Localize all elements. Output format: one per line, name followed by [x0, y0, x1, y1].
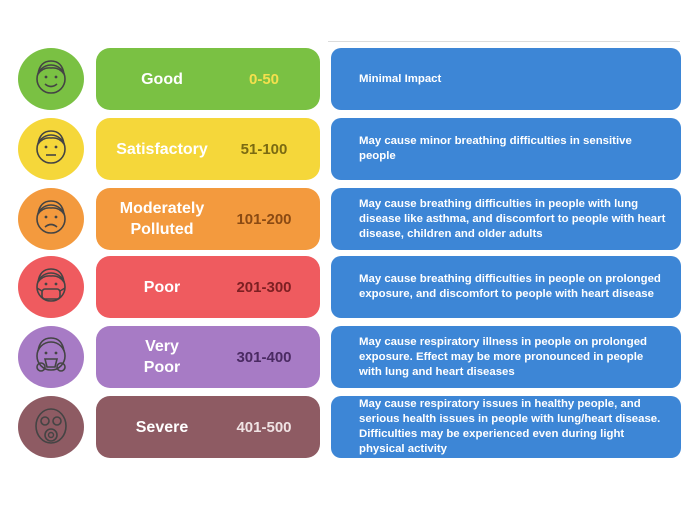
- aqi-row-moderately-polluted: Moderately Polluted 101-200 May cause br…: [0, 188, 700, 250]
- category-pill: Good 0-50: [96, 48, 320, 110]
- impact-description: May cause respiratory issues in healthy …: [331, 396, 681, 458]
- aqi-row-very-poor: Very Poor 301-400 May cause respiratory …: [0, 326, 700, 388]
- range-label: 51-100: [240, 140, 288, 158]
- category-pill: Severe 401-500: [96, 396, 320, 458]
- face-circle: [18, 118, 84, 180]
- category-label: Satisfactory: [116, 140, 208, 158]
- impact-description: Minimal Impact: [331, 48, 681, 110]
- face-circle: [18, 256, 84, 318]
- face-circle: [18, 48, 84, 110]
- category-label: Good: [141, 70, 183, 88]
- category-label: Poor: [143, 278, 181, 296]
- face-circle: [18, 396, 84, 458]
- gas-mask-face-icon: [26, 400, 76, 455]
- face-circle: [18, 326, 84, 388]
- sad-face-icon: [26, 192, 76, 247]
- category-label: Very Poor: [143, 338, 181, 376]
- neutral-face-icon: [26, 122, 76, 177]
- aqi-row-poor: Poor 201-300 May cause breathing difficu…: [0, 256, 700, 318]
- category-pill: Moderately Polluted 101-200: [96, 188, 320, 250]
- range-label: 301-400: [236, 348, 292, 366]
- face-circle: [18, 188, 84, 250]
- category-pill: Very Poor 301-400: [96, 326, 320, 388]
- category-pill: Satisfactory 51-100: [96, 118, 320, 180]
- impact-description: May cause minor breathing difficulties i…: [331, 118, 681, 180]
- range-label: 401-500: [236, 418, 292, 436]
- mask-face-icon: [26, 260, 76, 315]
- aqi-row-severe: Severe 401-500 May cause respiratory iss…: [0, 396, 700, 458]
- impact-description: May cause breathing difficulties in peop…: [331, 188, 681, 250]
- range-label: 201-300: [236, 278, 292, 296]
- aqi-row-good: Good 0-50 Minimal Impact: [0, 48, 700, 110]
- happy-face-icon: [26, 52, 76, 107]
- category-label: Moderately Polluted: [119, 200, 205, 238]
- impact-description: May cause breathing difficulties in peop…: [331, 256, 681, 318]
- range-label: 0-50: [248, 70, 280, 88]
- top-divider: [328, 41, 680, 42]
- category-label: Severe: [135, 418, 189, 436]
- range-label: 101-200: [236, 210, 292, 228]
- respirator-face-icon: [26, 330, 76, 385]
- category-pill: Poor 201-300: [96, 256, 320, 318]
- impact-description: May cause respiratory illness in people …: [331, 326, 681, 388]
- aqi-row-satisfactory: Satisfactory 51-100 May cause minor brea…: [0, 118, 700, 180]
